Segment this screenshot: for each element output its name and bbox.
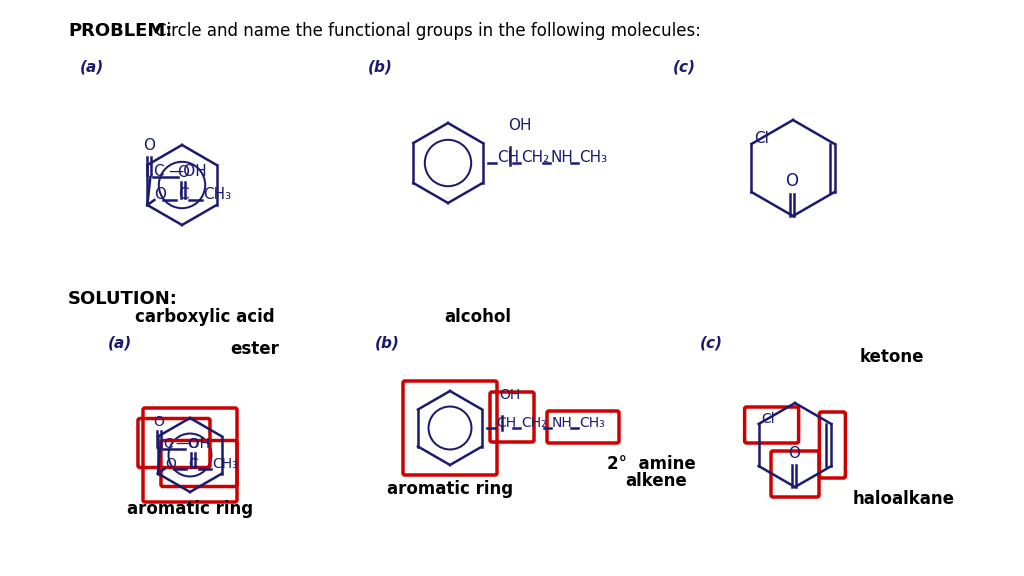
Text: OH: OH [499,388,520,402]
Text: alkene: alkene [625,472,687,490]
Text: aromatic ring: aromatic ring [387,480,513,498]
Text: (c): (c) [700,335,723,350]
Text: 2°  amine: 2° amine [607,455,695,473]
Text: CH₃: CH₃ [204,187,231,202]
Text: (a): (a) [108,335,132,350]
Text: haloalkane: haloalkane [853,490,955,508]
Text: ester: ester [230,340,280,358]
Text: ketone: ketone [860,348,925,366]
Text: OH: OH [508,118,531,133]
Text: NH: NH [552,416,572,430]
Text: O: O [187,437,199,450]
Text: —OH: —OH [175,437,210,450]
Text: Cl: Cl [755,131,769,146]
Text: Circle and name the functional groups in the following molecules:: Circle and name the functional groups in… [155,22,701,40]
Text: O: O [154,415,165,429]
Text: C: C [163,437,173,450]
Text: (a): (a) [80,60,104,75]
Text: C: C [188,457,198,471]
Text: CH₂: CH₂ [521,416,547,430]
Text: C: C [178,187,189,202]
Text: (b): (b) [368,60,393,75]
Text: carboxylic acid: carboxylic acid [135,308,274,326]
Text: O: O [788,446,800,461]
Text: alcohol: alcohol [444,308,512,326]
Text: PROBLEM:: PROBLEM: [68,22,172,40]
Text: CH₂: CH₂ [521,150,549,165]
Text: aromatic ring: aromatic ring [127,500,253,518]
Text: CH₃: CH₃ [579,150,607,165]
Text: C: C [154,164,164,179]
Text: CH₃: CH₃ [212,457,238,471]
Text: —OH: —OH [168,164,207,179]
Text: O: O [155,187,166,202]
Text: NH: NH [551,150,573,165]
Text: O: O [165,457,176,471]
Text: CH: CH [497,150,519,165]
Text: O: O [177,165,189,180]
Text: CH: CH [496,416,516,430]
Text: CH₃: CH₃ [579,416,605,430]
Text: Cl: Cl [762,412,775,426]
Text: (c): (c) [673,60,696,75]
Text: O: O [785,172,799,190]
Text: SOLUTION:: SOLUTION: [68,290,178,308]
Text: (b): (b) [375,335,400,350]
Text: O: O [143,138,156,153]
